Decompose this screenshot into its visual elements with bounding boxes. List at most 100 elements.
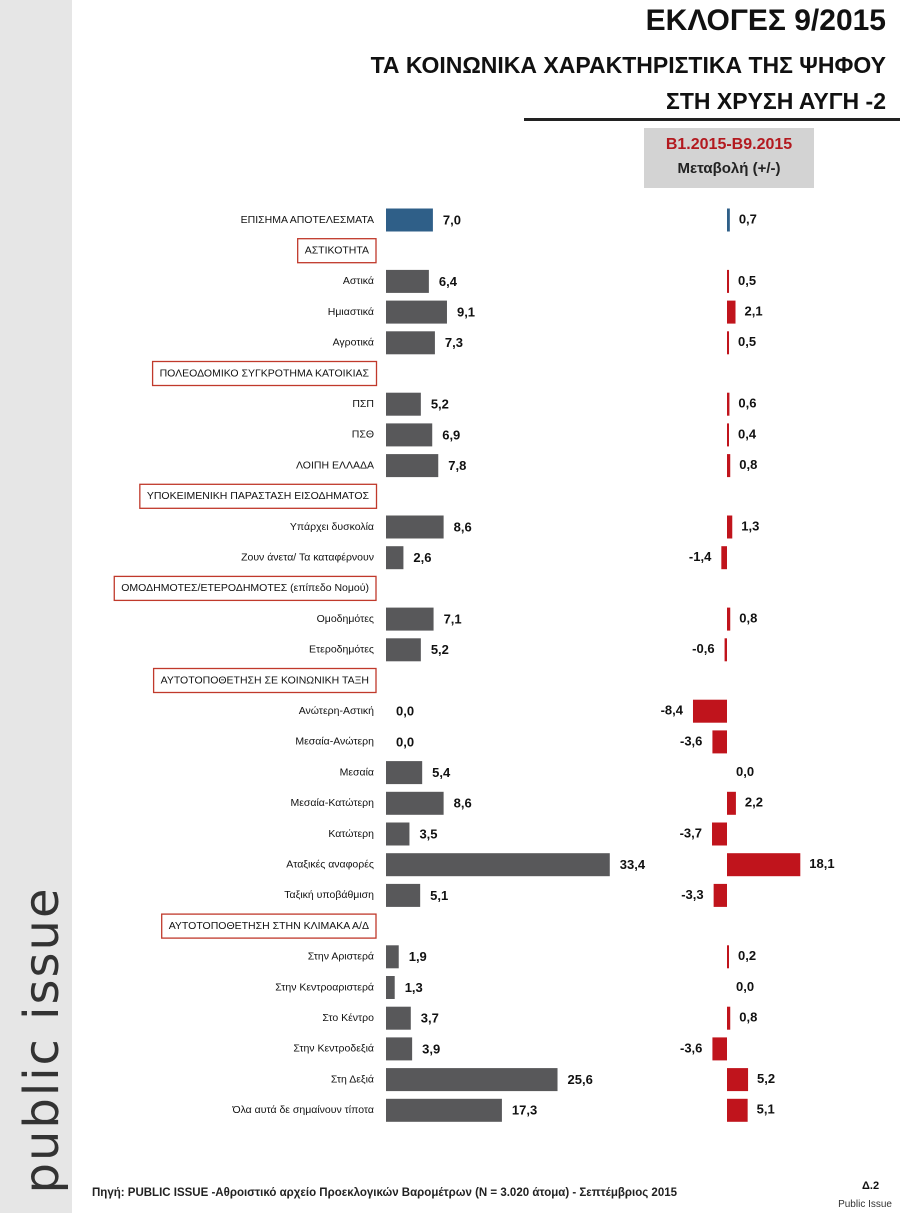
category-label: ΠΣΠ [352,398,374,410]
value-label: 8,6 [454,519,472,534]
value-bar [386,1098,502,1122]
change-label: 18,1 [809,856,834,871]
image-credit: Public Issue [838,1199,892,1210]
change-column-label: Μεταβολή (+/-) [677,160,781,177]
change-label: 0,8 [739,457,757,472]
value-label: 7,8 [448,458,466,473]
category-label: Μεσαία-Ανώτερη [295,736,374,748]
value-label: 0,0 [396,734,414,749]
section-label: ΑΣΤΙΚΟΤΗΤΑ [305,244,369,256]
title-line-3: ΣΤΗ ΧΡΥΣΗ ΑΥΓΗ -2 [666,88,886,114]
value-label: 9,1 [457,305,475,320]
section-box [139,483,378,509]
change-label: 0,0 [736,764,754,779]
value-bar [386,883,421,907]
value-label: 5,2 [431,397,449,412]
value-label: 33,4 [620,857,646,872]
value-bar [386,1006,411,1030]
change-label: -3,6 [680,1040,702,1055]
value-bar [386,976,395,999]
category-label: Ανώτερη-Αστική [299,705,374,717]
value-label: 3,7 [421,1011,439,1026]
value-bar [386,269,429,293]
change-bar [727,791,736,815]
change-label: 0,0 [736,979,754,994]
value-bar [386,1037,413,1061]
value-label: 3,5 [419,826,437,841]
value-label: 5,1 [430,888,448,903]
category-label: Στην Κεντροαριστερά [275,981,374,993]
change-bar [727,454,731,478]
value-label: 8,6 [454,796,472,811]
category-label: Αγροτικά [333,337,374,349]
change-bar [724,638,727,662]
change-label: 0,6 [738,396,756,411]
change-label: 1,3 [741,518,759,533]
value-bar [386,638,421,662]
category-label: ΛΟΙΠΗ ΕΛΛΑΔΑ [296,459,374,471]
category-label: Στην Κεντροδεξιά [293,1043,374,1055]
category-label: Μεσαία-Κατώτερη [290,797,374,809]
value-label: 0,0 [396,704,414,719]
change-label: 0,7 [739,211,757,226]
value-label: 6,4 [439,274,458,289]
category-label: Ομοδημότες [317,613,374,625]
value-bar [386,607,434,631]
change-label: -8,4 [661,703,684,718]
change-bar [727,853,801,877]
change-bar [727,300,736,324]
change-bar [727,607,731,631]
value-bar [386,791,444,815]
category-label: ΠΣΘ [352,429,374,441]
value-label: 25,6 [568,1072,593,1087]
change-label: 0,5 [738,334,756,349]
change-label: 0,2 [738,948,756,963]
section-label: ΟΜΟΔΗΜΟΤΕΣ/ΕΤΕΡΟΔΗΜΟΤΕΣ (επίπεδο Νομού) [121,582,369,594]
section-box [297,238,377,264]
value-bar [386,423,433,447]
value-label: 6,9 [442,427,460,442]
change-bar [727,392,730,416]
change-bar [692,699,727,723]
category-label: Αστικά [343,275,374,287]
change-label: -0,6 [692,641,714,656]
value-label: 3,9 [422,1041,440,1056]
change-label: 0,8 [739,611,757,626]
change-column-header: Β1.2015-Β9.2015 Μεταβολή (+/-) [644,128,814,188]
value-bar [386,331,435,355]
category-label: Ημιαστικά [328,306,374,318]
change-bar [713,883,727,907]
change-bar [727,515,733,539]
category-label: ΕΠΙΣΗΜΑ ΑΠΟΤΕΛΕΣΜΑΤΑ [241,214,374,226]
section-box [161,913,377,939]
change-bar [727,331,730,355]
change-bar [712,730,727,754]
change-label: -3,7 [680,825,702,840]
change-label: 2,1 [745,304,763,319]
value-bar [386,454,439,478]
category-label: Υπάρχει δυσκολία [290,521,374,533]
category-label: Αταξικές αναφορές [286,858,374,870]
change-bar [727,1098,748,1122]
change-bar [712,1037,727,1061]
change-bar [727,1068,749,1092]
change-label: -3,3 [681,887,703,902]
value-label: 1,3 [405,980,423,995]
category-label: Στην Αριστερά [308,951,374,963]
section-label: ΑΥΤΟΤΟΠΟΘΕΤΗΣΗ ΣΕ ΚΟΙΝΩΝΙΚΗ ΤΑΞΗ [161,674,369,686]
change-label: 0,5 [738,273,756,288]
value-bar [386,822,410,846]
change-bar [727,269,730,293]
value-bar [386,945,399,969]
category-label: Μεσαία [340,766,374,778]
value-label: 7,3 [445,335,463,350]
category-label: Κατώτερη [328,828,374,840]
value-bar [386,392,421,416]
category-label: Στο Κέντρο [322,1012,374,1024]
value-label: 7,0 [443,212,461,227]
category-label: Ζουν άνετα/ Τα καταφέρνουν [241,551,374,563]
value-label: 5,2 [431,642,449,657]
section-label: ΠΟΛΕΟΔΟΜΙΚΟ ΣΥΓΚΡΟΤΗΜΑ ΚΑΤΟΙΚΙΑΣ [160,367,370,379]
value-bar [386,1068,558,1092]
